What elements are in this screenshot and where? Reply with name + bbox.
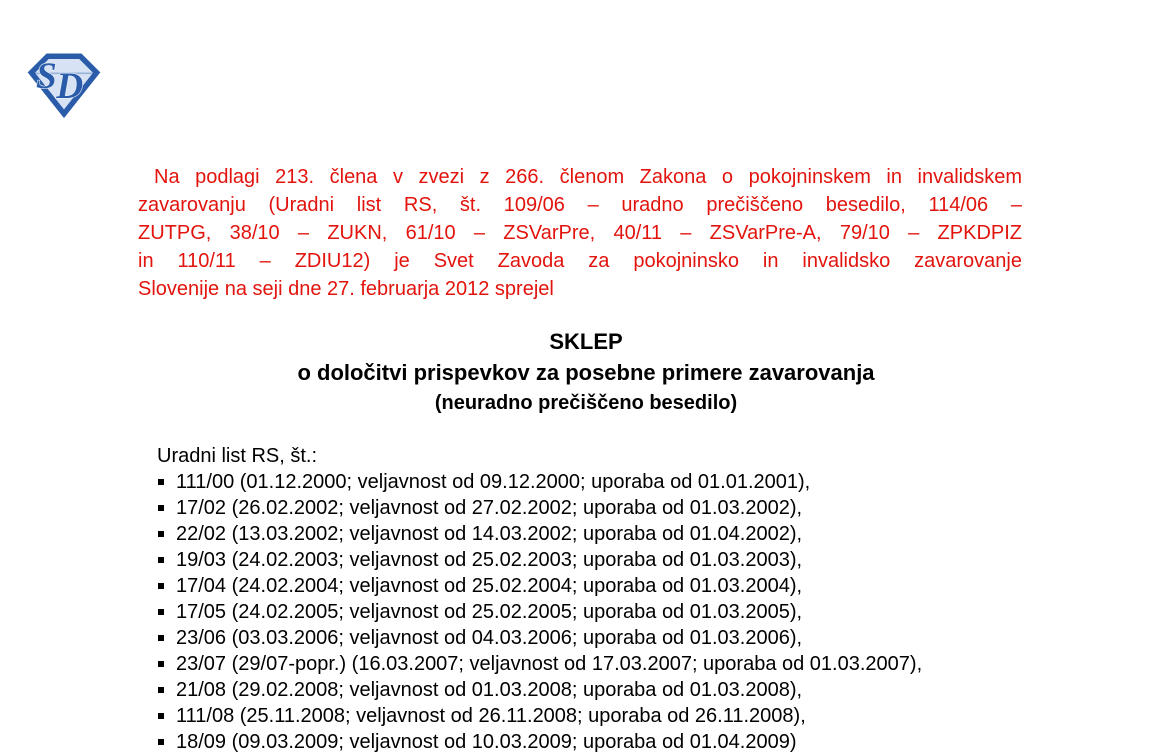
list-item: 23/07 (29/07-popr.) (16.03.2007; veljavn… [157, 651, 1025, 677]
gazette-reference-section: Uradni list RS, št.: 111/00 (01.12.2000;… [157, 443, 1025, 755]
list-item: 17/04 (24.02.2004; veljavnost od 25.02.2… [157, 573, 1025, 599]
preamble-line: Slovenije na seji dne 27. februarja 2012… [138, 278, 554, 300]
gazette-entry: 17/05 (24.02.2005; veljavnost od 25.02.2… [176, 601, 803, 623]
title-subject: o določitvi prispevkov za posebne primer… [297, 360, 875, 385]
title-main: SKLEP [549, 329, 623, 354]
bullet-square-icon [158, 583, 164, 589]
bullet-square-icon [158, 661, 164, 667]
bullet-square-icon [158, 531, 164, 537]
svg-text:S: S [36, 56, 57, 97]
gazette-entry: 21/08 (29.02.2008; veljavnost od 01.03.2… [176, 679, 803, 701]
legal-preamble-paragraph: Na podlagi 213. člena v zvezi z 266. čle… [138, 163, 1022, 303]
title-note: (neuradno prečiščeno besedilo) [434, 392, 738, 414]
list-item: 17/05 (24.02.2005; veljavnost od 25.02.2… [157, 599, 1025, 625]
list-item: 21/08 (29.02.2008; veljavnost od 01.03.2… [157, 677, 1025, 703]
bullet-square-icon [158, 713, 164, 719]
gazette-entry: 17/04 (24.02.2004; veljavnost od 25.02.2… [176, 575, 803, 597]
list-item: 17/02 (26.02.2002; veljavnost od 27.02.2… [157, 495, 1025, 521]
gazette-entry: 23/07 (29/07-popr.) (16.03.2007; veljavn… [176, 653, 923, 675]
bullet-square-icon [158, 609, 164, 615]
bullet-square-icon [158, 739, 164, 745]
bullet-square-icon [158, 479, 164, 485]
bullet-square-icon [158, 687, 164, 693]
gazette-entry: 23/06 (03.03.2006; veljavnost od 04.03.2… [176, 627, 803, 649]
list-item: 19/03 (24.02.2003; veljavnost od 25.02.2… [157, 547, 1025, 573]
list-item: 23/06 (03.03.2006; veljavnost od 04.03.2… [157, 625, 1025, 651]
list-item: 111/08 (25.11.2008; veljavnost od 26.11.… [157, 703, 1025, 729]
document-title: SKLEP o določitvi prispevkov za posebne … [138, 326, 1034, 418]
svg-text:D: D [55, 66, 83, 107]
preamble-line: ZUTPG, 38/10 – ZUKN, 61/10 – ZSVarPre, 4… [138, 222, 1022, 244]
gazette-entry: 18/09 (09.03.2009; veljavnost od 10.03.2… [176, 731, 797, 753]
bullet-square-icon [158, 635, 164, 641]
preamble-line: Na podlagi 213. člena v zvezi z 266. čle… [154, 166, 1022, 188]
bullet-square-icon [158, 557, 164, 563]
diamond-gem-icon: S D [27, 53, 101, 119]
preamble-line: in 110/11 – ZDIU12) je Svet Zavoda za po… [138, 250, 1022, 272]
sd-diamond-logo: S D [25, 50, 103, 120]
gazette-entry: 19/03 (24.02.2003; veljavnost od 25.02.2… [176, 549, 803, 571]
gazette-entry: 22/02 (13.03.2002; veljavnost od 14.03.2… [176, 523, 803, 545]
gazette-entry: 111/08 (25.11.2008; veljavnost od 26.11.… [176, 705, 806, 727]
gazette-entry: 111/00 (01.12.2000; veljavnost od 09.12.… [176, 471, 811, 493]
gazette-entry: 17/02 (26.02.2002; veljavnost od 27.02.2… [176, 497, 803, 519]
list-item: 111/00 (01.12.2000; veljavnost od 09.12.… [157, 469, 1025, 495]
preamble-line: zavarovanju (Uradni list RS, št. 109/06 … [138, 194, 1022, 216]
gazette-heading: Uradni list RS, št.: [157, 445, 318, 467]
list-item: 22/02 (13.03.2002; veljavnost od 14.03.2… [157, 521, 1025, 547]
bullet-square-icon [158, 505, 164, 511]
list-item: 18/09 (09.03.2009; veljavnost od 10.03.2… [157, 729, 1025, 755]
